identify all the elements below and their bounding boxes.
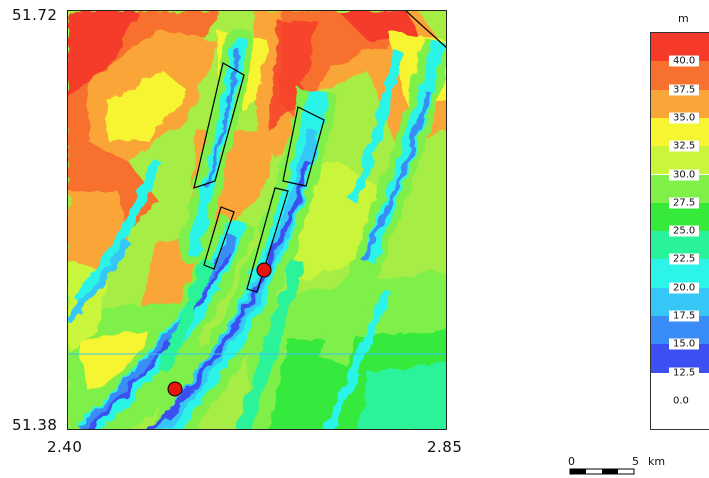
area-outline-3[interactable] xyxy=(203,206,235,270)
legend-level-label: 37.5 xyxy=(669,84,700,96)
site-marker[interactable] xyxy=(167,381,183,397)
legend-level-label: 40.0 xyxy=(669,55,700,67)
legend-unit-label: m xyxy=(678,12,689,25)
legend-level-label: 25.0 xyxy=(669,225,700,237)
latitude-top-label: 51.72 xyxy=(12,6,58,24)
area-outline-4[interactable] xyxy=(246,187,289,293)
scale-bar-graphic xyxy=(569,468,635,475)
legend-level-label: 0.0 xyxy=(669,395,693,407)
scale-end-label: 5 xyxy=(632,455,639,468)
longitude-left-label: 2.40 xyxy=(47,438,83,456)
latitude-bottom-label: 51.38 xyxy=(12,416,58,434)
legend-level-label: 30.0 xyxy=(669,169,700,180)
area-outline-1[interactable] xyxy=(193,62,245,189)
map-svg xyxy=(68,11,446,429)
legend-level-label: 15.0 xyxy=(669,338,700,350)
legend-level-label: 20.0 xyxy=(669,282,700,294)
scale-start-label: 0 xyxy=(568,455,575,468)
legend-level-label: 27.5 xyxy=(669,197,700,209)
depth-legend: 40.0 37.5 35.0 32.5 30.0 27.5 25.0 22.5 20.0 17.5… xyxy=(650,32,709,430)
bathymetry-map[interactable] xyxy=(67,10,447,430)
channels xyxy=(68,27,446,429)
legend-level-label: 32.5 xyxy=(669,140,700,152)
boundary-line xyxy=(405,11,446,48)
legend-level-label: 35.0 xyxy=(669,112,700,124)
longitude-right-label: 2.85 xyxy=(427,438,463,456)
legend-level-label: 17.5 xyxy=(669,310,700,322)
site-marker[interactable] xyxy=(256,262,272,278)
legend-level-label: 22.5 xyxy=(669,253,700,265)
scale-unit-label: km xyxy=(648,455,666,468)
legend-level-label: 12.5 xyxy=(669,367,700,379)
area-outline-2[interactable] xyxy=(282,106,325,187)
